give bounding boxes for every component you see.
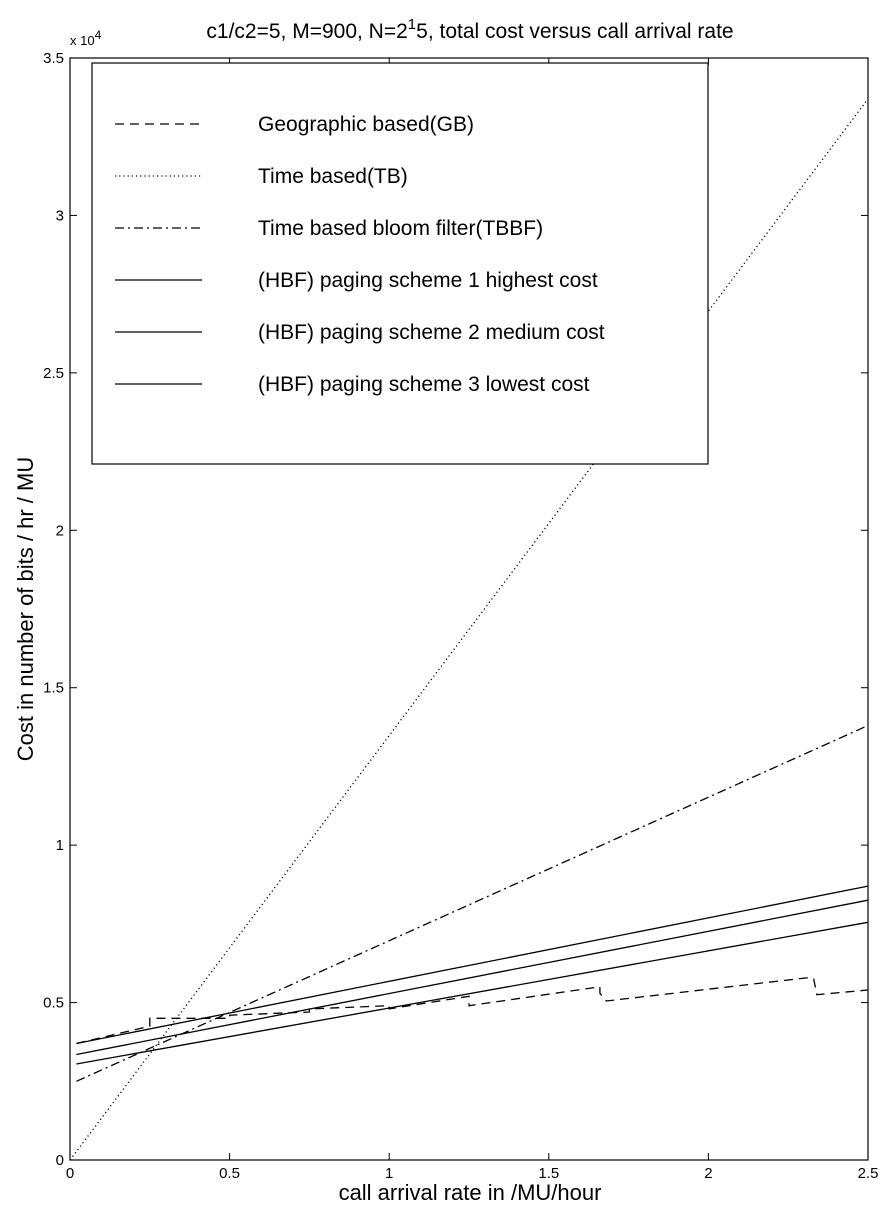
- chart-title: c1/c2=5, M=900, N=215, total cost versus…: [206, 16, 733, 43]
- plot-area-frame: [69, 57, 869, 1161]
- legend-box: [91, 62, 709, 465]
- chart-title-main: c1/c2=5, M=900, N=2: [206, 20, 407, 43]
- series-line-5: [76, 899, 869, 1056]
- series-line-4: [76, 885, 869, 1045]
- y-tick-label: 0.5: [43, 995, 64, 1012]
- x-tick-label: 1: [385, 1165, 393, 1182]
- x-axis-label: call arrival rate in /MU/hour: [339, 1180, 602, 1205]
- legend-label: (HBF) paging scheme 1 highest cost: [258, 269, 598, 292]
- chart-title-rest: 5, total cost versus call arrival rate: [416, 20, 733, 43]
- x-tick-label: 1.5: [538, 1165, 559, 1182]
- legend-label: (HBF) paging scheme 3 lowest cost: [258, 373, 590, 396]
- chart-title-superscript: 1: [408, 16, 416, 33]
- y-tick-label: 1: [56, 837, 64, 854]
- y-tick-label: 1.5: [43, 680, 64, 697]
- y-axis-label: Cost in number of bits / hr / MU: [13, 457, 38, 761]
- x-tick-label: 0.5: [219, 1165, 240, 1182]
- y-tick-label: 0: [56, 1152, 64, 1169]
- series-lines: [69, 98, 869, 1161]
- legend-label: Geographic based(GB): [258, 113, 474, 136]
- y-axis-ticks: 0 0.5 1 1.5 2 2.5 3 3.5: [43, 50, 868, 1169]
- x-tick-label: 0: [66, 1165, 74, 1182]
- x-axis-ticks: 0 0.5 1 1.5 2 2.5: [66, 58, 879, 1182]
- legend-label: (HBF) paging scheme 2 medium cost: [258, 321, 605, 344]
- y-tick-label: 2: [56, 522, 64, 539]
- x-tick-label: 2: [704, 1165, 712, 1182]
- legend-label: Time based(TB): [258, 165, 408, 188]
- series-line-3: [76, 724, 869, 1082]
- y-multiplier-label: x 104: [70, 28, 102, 48]
- y-tick-label: 3.5: [43, 50, 64, 67]
- legend-label: Time based bloom filter(TBBF): [258, 217, 543, 240]
- y-multiplier-exponent: 4: [95, 28, 102, 42]
- series-line-1: [76, 976, 869, 1045]
- legend: Geographic based(GB) Time based(TB) Time b…: [91, 62, 709, 465]
- series-line-2: [69, 98, 869, 1161]
- series-line-6: [76, 921, 869, 1065]
- y-tick-label: 2.5: [43, 365, 64, 382]
- y-tick-label: 3: [56, 207, 64, 224]
- y-multiplier-base: x 10: [70, 33, 95, 48]
- x-tick-label: 2.5: [858, 1165, 879, 1182]
